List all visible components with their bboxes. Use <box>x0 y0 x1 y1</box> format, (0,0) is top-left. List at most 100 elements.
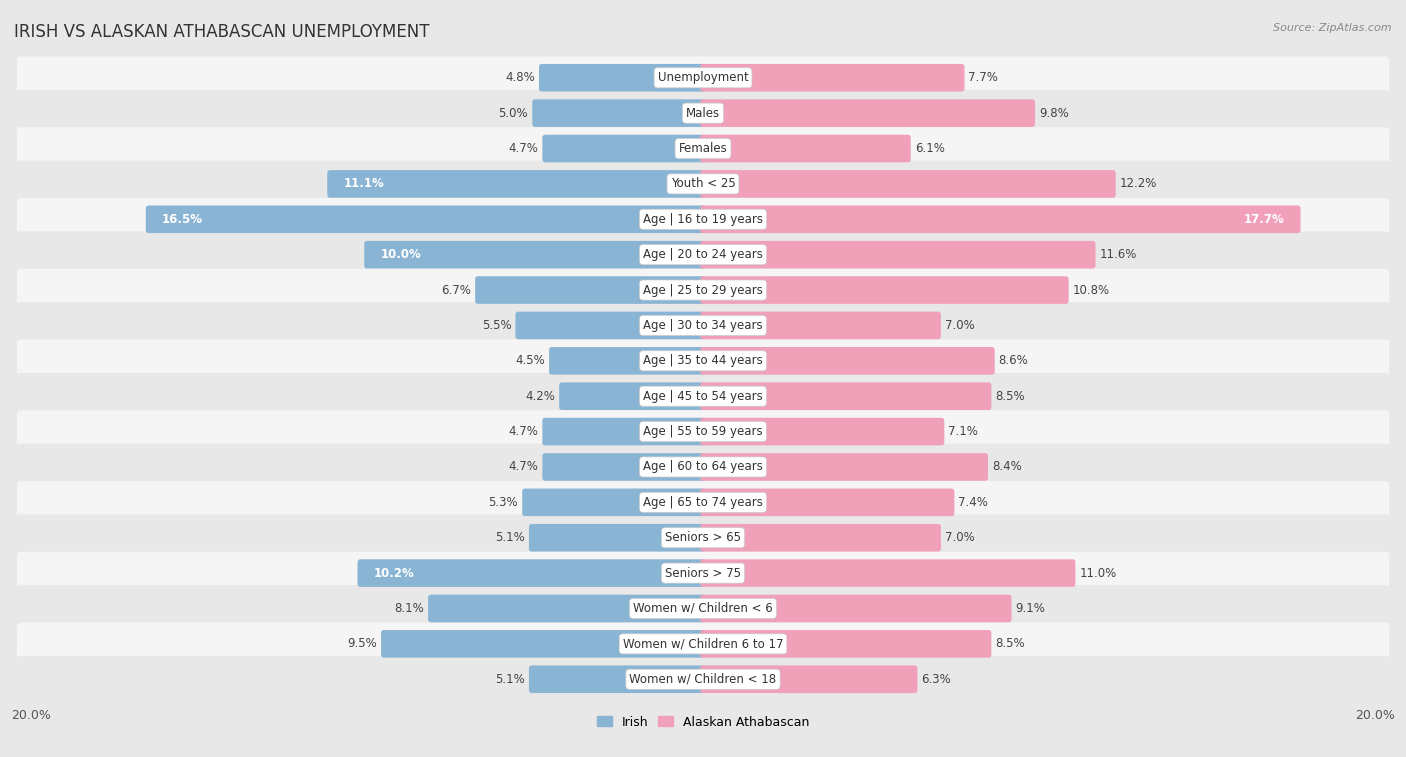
FancyBboxPatch shape <box>357 559 706 587</box>
FancyBboxPatch shape <box>15 232 1391 277</box>
FancyBboxPatch shape <box>700 665 917 693</box>
FancyBboxPatch shape <box>700 418 945 445</box>
Text: 4.2%: 4.2% <box>526 390 555 403</box>
FancyBboxPatch shape <box>700 170 1116 198</box>
FancyBboxPatch shape <box>700 382 991 410</box>
FancyBboxPatch shape <box>700 276 1069 304</box>
FancyBboxPatch shape <box>700 524 941 552</box>
Text: Age | 60 to 64 years: Age | 60 to 64 years <box>643 460 763 473</box>
Text: 8.5%: 8.5% <box>995 637 1025 650</box>
FancyBboxPatch shape <box>700 135 911 162</box>
Text: 8.1%: 8.1% <box>394 602 425 615</box>
FancyBboxPatch shape <box>550 347 706 375</box>
FancyBboxPatch shape <box>522 488 706 516</box>
Text: 4.8%: 4.8% <box>505 71 534 84</box>
Text: 8.4%: 8.4% <box>993 460 1022 473</box>
Text: Age | 55 to 59 years: Age | 55 to 59 years <box>643 425 763 438</box>
FancyBboxPatch shape <box>700 241 1095 269</box>
Text: 5.5%: 5.5% <box>482 319 512 332</box>
FancyBboxPatch shape <box>15 55 1391 100</box>
FancyBboxPatch shape <box>700 347 994 375</box>
Text: 7.0%: 7.0% <box>945 531 974 544</box>
FancyBboxPatch shape <box>538 64 706 92</box>
Text: 11.0%: 11.0% <box>1080 566 1116 580</box>
FancyBboxPatch shape <box>700 595 1011 622</box>
Text: Age | 45 to 54 years: Age | 45 to 54 years <box>643 390 763 403</box>
FancyBboxPatch shape <box>700 312 941 339</box>
Text: 9.1%: 9.1% <box>1015 602 1046 615</box>
FancyBboxPatch shape <box>15 268 1391 313</box>
FancyBboxPatch shape <box>15 444 1391 489</box>
Text: 5.3%: 5.3% <box>488 496 519 509</box>
Text: Age | 20 to 24 years: Age | 20 to 24 years <box>643 248 763 261</box>
Text: 6.1%: 6.1% <box>915 142 945 155</box>
Text: Unemployment: Unemployment <box>658 71 748 84</box>
FancyBboxPatch shape <box>364 241 706 269</box>
FancyBboxPatch shape <box>15 621 1391 666</box>
Text: Age | 25 to 29 years: Age | 25 to 29 years <box>643 284 763 297</box>
Text: Seniors > 65: Seniors > 65 <box>665 531 741 544</box>
FancyBboxPatch shape <box>533 99 706 127</box>
FancyBboxPatch shape <box>15 410 1391 454</box>
FancyBboxPatch shape <box>560 382 706 410</box>
Text: Women w/ Children < 18: Women w/ Children < 18 <box>630 673 776 686</box>
Text: IRISH VS ALASKAN ATHABASCAN UNEMPLOYMENT: IRISH VS ALASKAN ATHABASCAN UNEMPLOYMENT <box>14 23 430 41</box>
Text: Source: ZipAtlas.com: Source: ZipAtlas.com <box>1274 23 1392 33</box>
Text: 5.0%: 5.0% <box>499 107 529 120</box>
FancyBboxPatch shape <box>15 551 1391 596</box>
FancyBboxPatch shape <box>15 91 1391 136</box>
Text: 10.8%: 10.8% <box>1073 284 1109 297</box>
FancyBboxPatch shape <box>700 488 955 516</box>
FancyBboxPatch shape <box>15 303 1391 347</box>
FancyBboxPatch shape <box>381 630 706 658</box>
FancyBboxPatch shape <box>543 418 706 445</box>
Text: 9.5%: 9.5% <box>347 637 377 650</box>
Text: 10.2%: 10.2% <box>374 566 415 580</box>
Text: 4.5%: 4.5% <box>515 354 546 367</box>
Text: Age | 30 to 34 years: Age | 30 to 34 years <box>643 319 763 332</box>
FancyBboxPatch shape <box>15 161 1391 206</box>
FancyBboxPatch shape <box>529 665 706 693</box>
FancyBboxPatch shape <box>15 480 1391 525</box>
FancyBboxPatch shape <box>700 99 1035 127</box>
FancyBboxPatch shape <box>700 205 1301 233</box>
Text: 4.7%: 4.7% <box>509 425 538 438</box>
Text: 7.7%: 7.7% <box>969 71 998 84</box>
FancyBboxPatch shape <box>543 135 706 162</box>
Text: 5.1%: 5.1% <box>495 673 524 686</box>
Text: 4.7%: 4.7% <box>509 460 538 473</box>
Text: 7.0%: 7.0% <box>945 319 974 332</box>
Text: 9.8%: 9.8% <box>1039 107 1069 120</box>
Legend: Irish, Alaskan Athabascan: Irish, Alaskan Athabascan <box>592 711 814 734</box>
Text: Women w/ Children 6 to 17: Women w/ Children 6 to 17 <box>623 637 783 650</box>
Text: 7.1%: 7.1% <box>948 425 979 438</box>
FancyBboxPatch shape <box>15 197 1391 241</box>
Text: 4.7%: 4.7% <box>509 142 538 155</box>
Text: Seniors > 75: Seniors > 75 <box>665 566 741 580</box>
Text: 6.3%: 6.3% <box>921 673 952 686</box>
FancyBboxPatch shape <box>516 312 706 339</box>
FancyBboxPatch shape <box>543 453 706 481</box>
Text: 8.5%: 8.5% <box>995 390 1025 403</box>
Text: Youth < 25: Youth < 25 <box>671 177 735 191</box>
Text: Women w/ Children < 6: Women w/ Children < 6 <box>633 602 773 615</box>
FancyBboxPatch shape <box>700 453 988 481</box>
Text: Age | 16 to 19 years: Age | 16 to 19 years <box>643 213 763 226</box>
FancyBboxPatch shape <box>700 630 991 658</box>
Text: Age | 35 to 44 years: Age | 35 to 44 years <box>643 354 763 367</box>
FancyBboxPatch shape <box>15 516 1391 560</box>
Text: Females: Females <box>679 142 727 155</box>
Text: 11.6%: 11.6% <box>1099 248 1137 261</box>
FancyBboxPatch shape <box>427 595 706 622</box>
FancyBboxPatch shape <box>15 126 1391 171</box>
FancyBboxPatch shape <box>15 338 1391 383</box>
Text: 6.7%: 6.7% <box>441 284 471 297</box>
Text: 7.4%: 7.4% <box>959 496 988 509</box>
Text: 16.5%: 16.5% <box>162 213 202 226</box>
Text: 12.2%: 12.2% <box>1119 177 1157 191</box>
FancyBboxPatch shape <box>15 657 1391 702</box>
Text: Males: Males <box>686 107 720 120</box>
Text: 17.7%: 17.7% <box>1244 213 1285 226</box>
FancyBboxPatch shape <box>146 205 706 233</box>
Text: 8.6%: 8.6% <box>998 354 1029 367</box>
